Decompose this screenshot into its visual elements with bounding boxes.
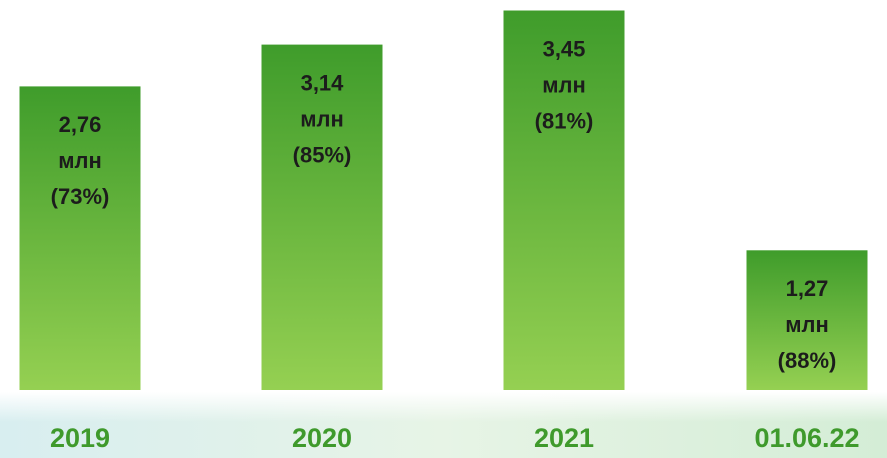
x-tick-label: 2019 — [50, 423, 110, 453]
unit-label: млн — [542, 72, 586, 97]
bar — [503, 10, 625, 390]
share-label: (85%) — [293, 142, 352, 167]
unit-label: млн — [300, 106, 344, 131]
bar — [746, 250, 868, 390]
x-tick-label: 2020 — [292, 423, 352, 453]
value-label: 3,45 — [543, 36, 586, 61]
value-label: 3,14 — [301, 70, 345, 95]
floor-fade — [0, 392, 887, 422]
bar — [19, 86, 141, 391]
unit-label: млн — [785, 312, 829, 337]
share-label: (73%) — [51, 184, 110, 209]
value-label: 1,27 — [786, 276, 829, 301]
bar — [261, 44, 383, 390]
x-tick-label: 2021 — [534, 423, 594, 453]
share-label: (81%) — [535, 108, 594, 133]
x-tick-label: 01.06.22 — [754, 423, 859, 453]
value-label: 2,76 — [59, 112, 102, 137]
unit-label: млн — [58, 148, 102, 173]
share-label: (88%) — [778, 348, 837, 373]
